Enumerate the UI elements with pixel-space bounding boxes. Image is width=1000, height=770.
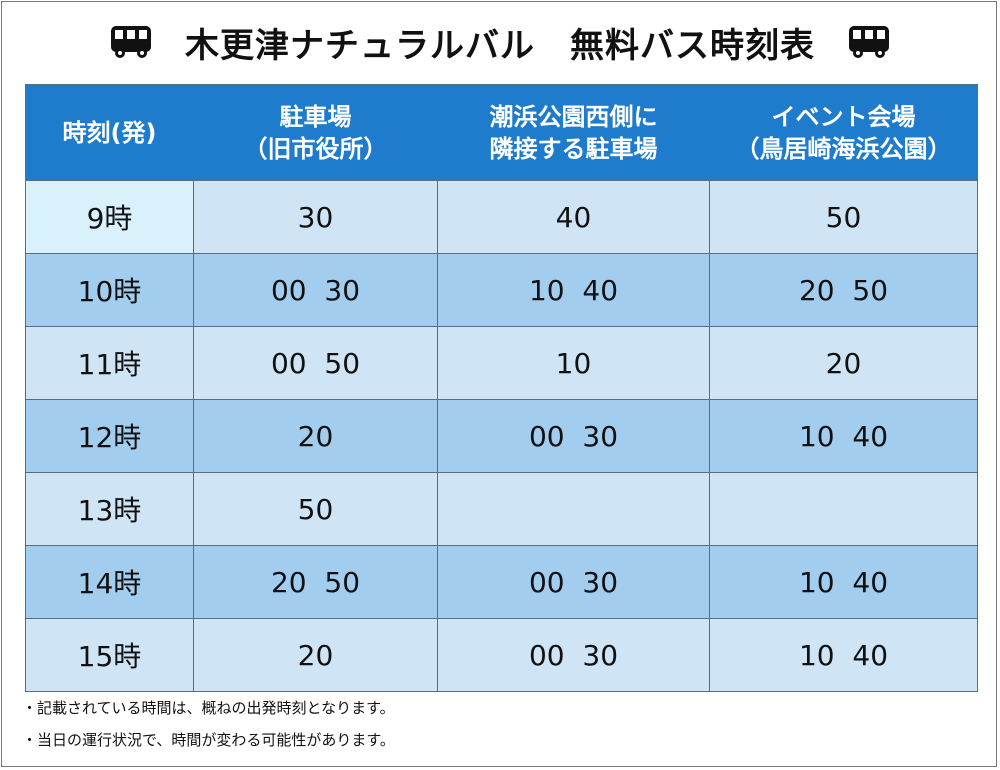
- footnote: ・記載されている時間は、概ねの出発時刻となります。: [22, 699, 395, 717]
- bus-icon: [849, 26, 889, 58]
- cell: 10 40: [709, 399, 978, 473]
- header-parking-old-cityhall: 駐車場 （旧市役所）: [193, 84, 438, 181]
- header-event-venue: イベント会場 （鳥居崎海浜公園）: [709, 84, 978, 181]
- cell: 20 50: [709, 253, 978, 327]
- title-bar: 木更津ナチュラルバル 無料バス時刻表: [0, 8, 1000, 76]
- table-row: 15時 20 00 30 10 40: [25, 618, 978, 692]
- cell: 50: [709, 180, 978, 254]
- cell: 10 40: [709, 545, 978, 619]
- row-time: 10時: [25, 253, 194, 327]
- cell: [709, 472, 978, 546]
- footnote: ・当日の運行状況で、時間が変わる可能性があります。: [22, 731, 395, 749]
- cell: 10 40: [437, 253, 710, 327]
- row-time: 14時: [25, 545, 194, 619]
- table-row: 9時 30 40 50: [25, 180, 978, 254]
- cell: 40: [437, 180, 710, 254]
- page-title: 木更津ナチュラルバル 無料バス時刻表: [185, 25, 815, 66]
- cell: 20: [709, 326, 978, 400]
- cell: 20: [193, 618, 438, 692]
- row-time: 12時: [25, 399, 194, 473]
- cell: 20: [193, 399, 438, 473]
- cell: 00 30: [437, 545, 710, 619]
- table-row: 11時 00 50 10 20: [25, 326, 978, 400]
- cell: 00 50: [193, 326, 438, 400]
- cell: [437, 472, 710, 546]
- table-row: 12時 20 00 30 10 40: [25, 399, 978, 473]
- header-row: 時刻(発) 駐車場 （旧市役所） 潮浜公園西側に 隣接する駐車場 イベント会場 …: [25, 84, 978, 181]
- cell: 00 30: [437, 399, 710, 473]
- row-time: 11時: [25, 326, 194, 400]
- cell: 10: [437, 326, 710, 400]
- timetable: 時刻(発) 駐車場 （旧市役所） 潮浜公園西側に 隣接する駐車場 イベント会場 …: [25, 84, 978, 692]
- bus-icon: [111, 26, 151, 58]
- cell: 30: [193, 180, 438, 254]
- row-time: 9時: [25, 180, 194, 254]
- footnotes: ・記載されている時間は、概ねの出発時刻となります。 ・当日の運行状況で、時間が変…: [22, 692, 395, 756]
- table-row: 14時 20 50 00 30 10 40: [25, 545, 978, 619]
- row-time: 15時: [25, 618, 194, 692]
- cell: 00 30: [437, 618, 710, 692]
- cell: 10 40: [709, 618, 978, 692]
- cell: 00 30: [193, 253, 438, 327]
- row-time: 13時: [25, 472, 194, 546]
- table-row: 13時 50: [25, 472, 978, 546]
- cell: 20 50: [193, 545, 438, 619]
- cell: 50: [193, 472, 438, 546]
- header-time: 時刻(発): [25, 84, 194, 181]
- table-row: 10時 00 30 10 40 20 50: [25, 253, 978, 327]
- header-shiohama-parking: 潮浜公園西側に 隣接する駐車場: [437, 84, 710, 181]
